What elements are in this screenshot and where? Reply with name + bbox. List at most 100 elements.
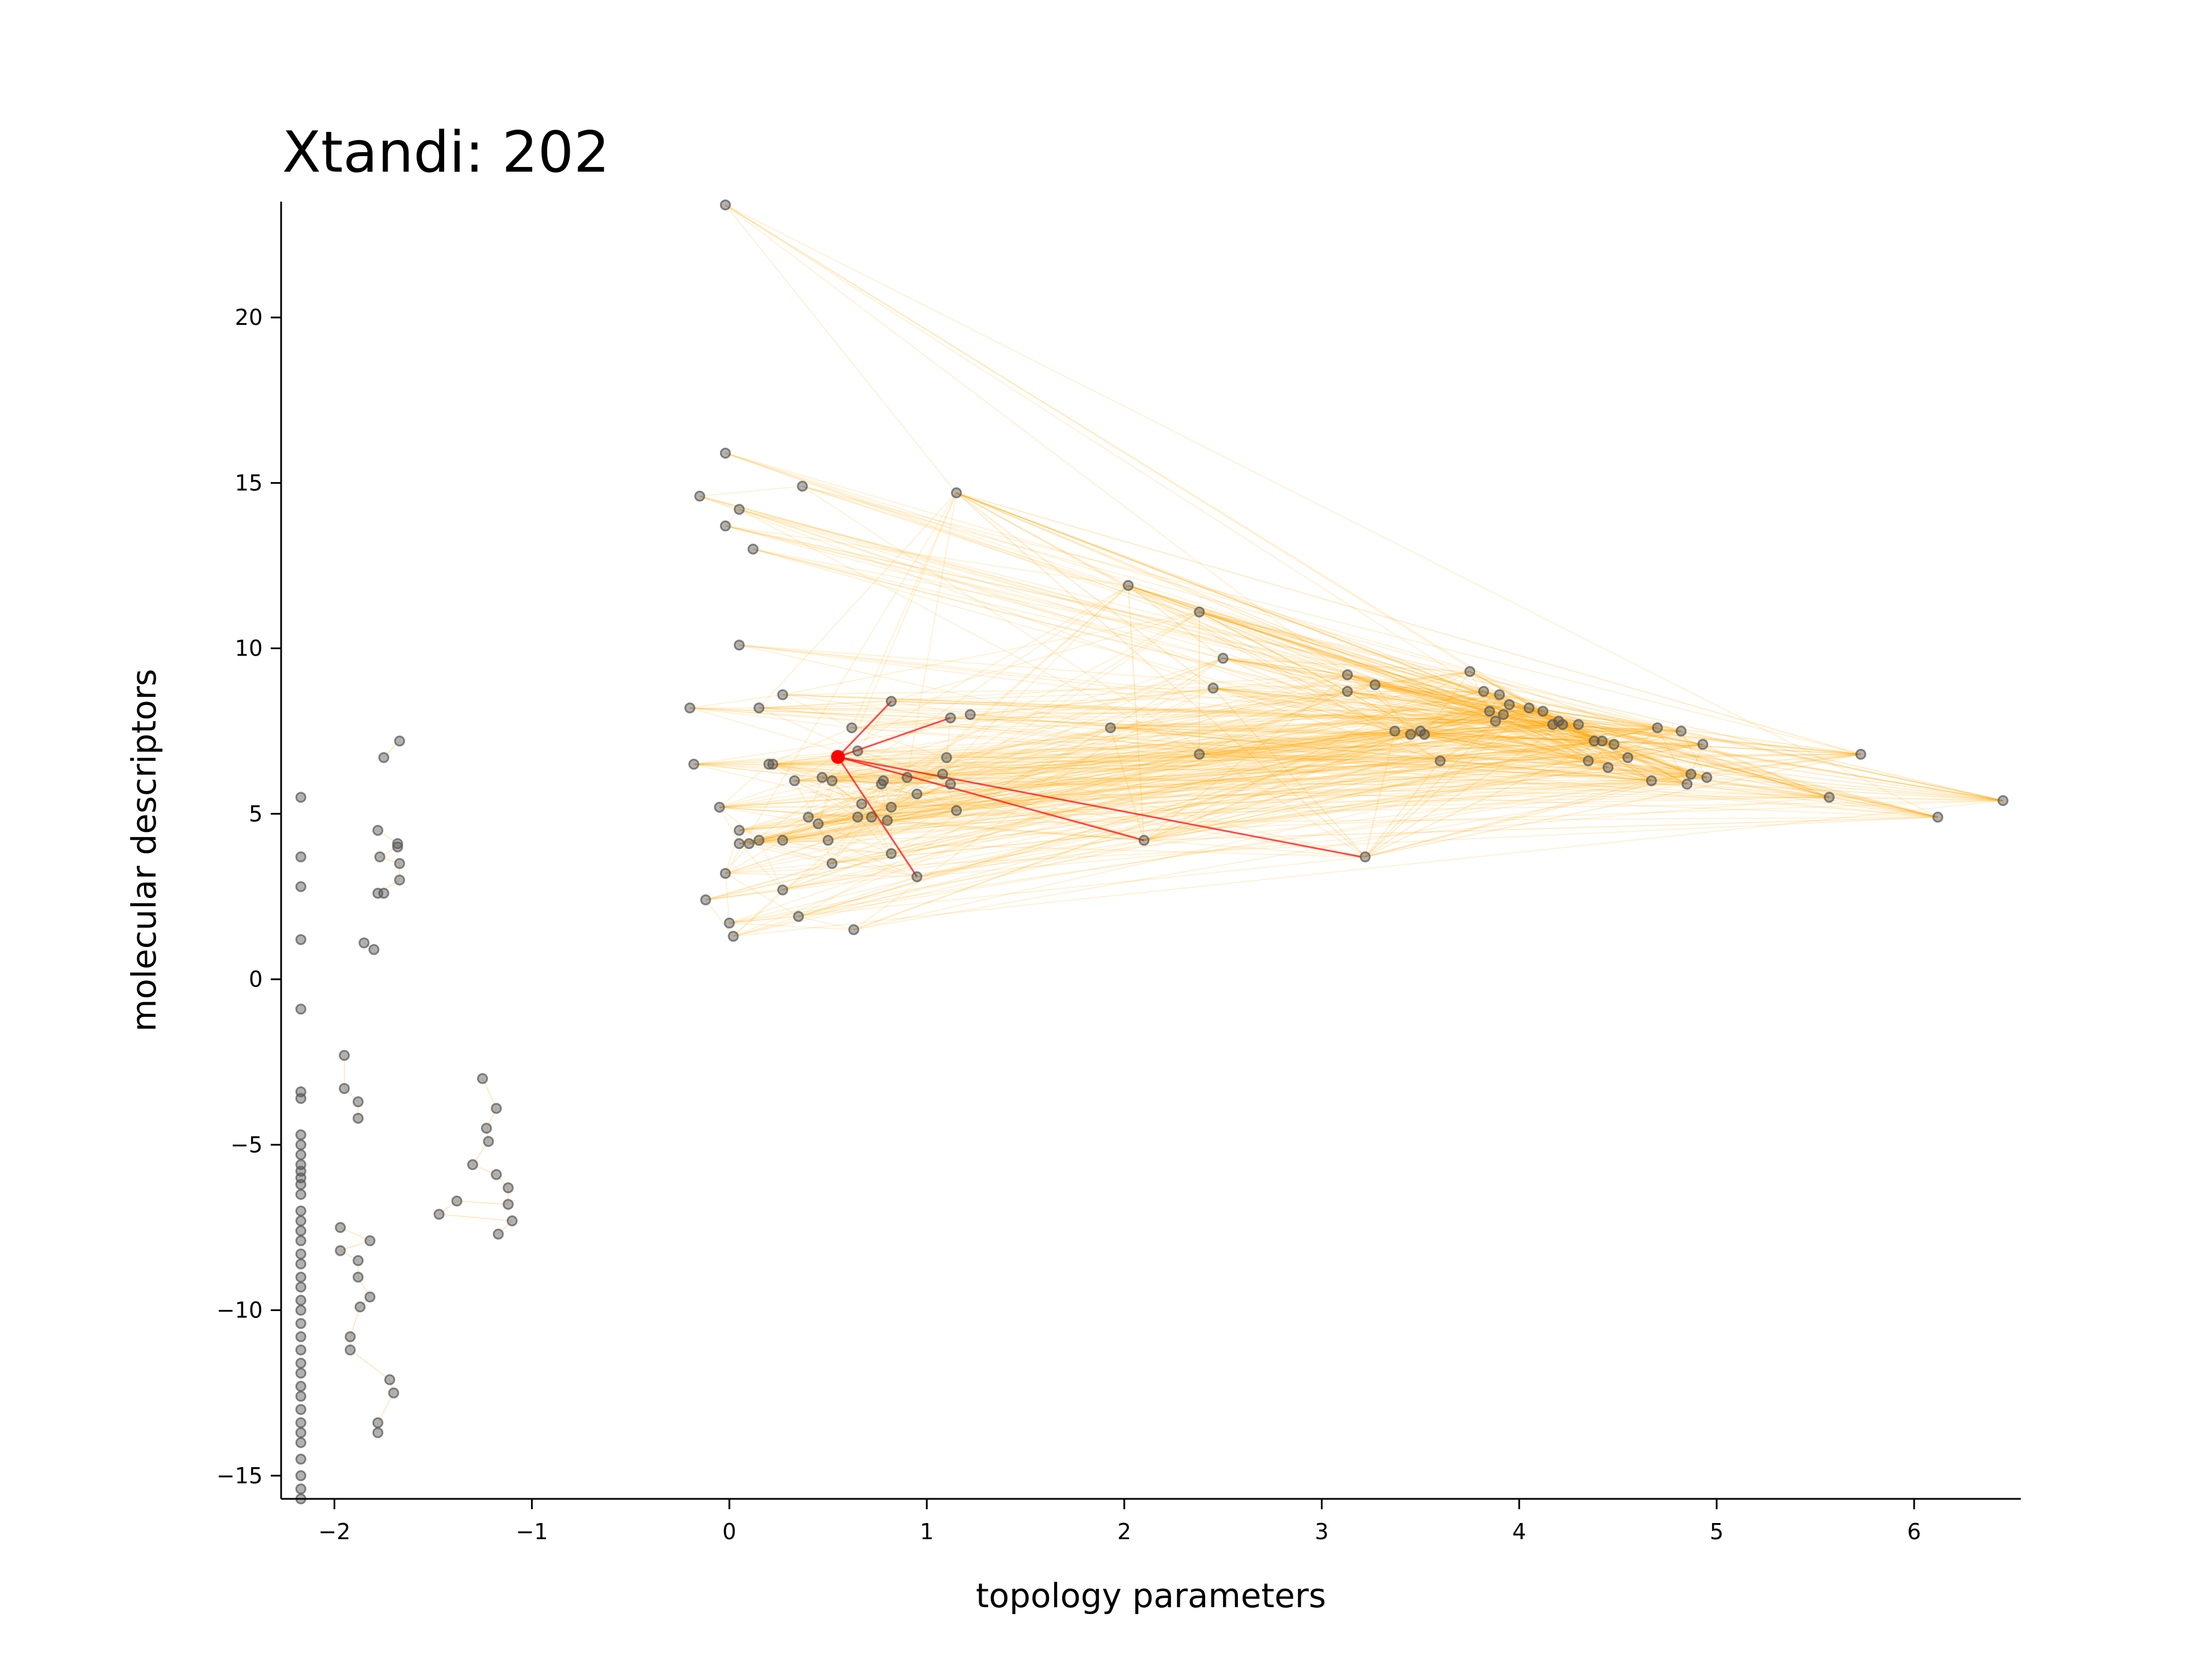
- y-tick-label: −10: [217, 1298, 263, 1323]
- edge-line: [1483, 691, 1707, 778]
- edge-line: [950, 687, 1214, 719]
- edge-line: [705, 707, 1529, 901]
- edge-line: [1424, 710, 1543, 735]
- edge-line: [340, 1250, 359, 1262]
- data-point: [1478, 685, 1490, 697]
- edge-line: [1410, 733, 1830, 798]
- edge-line: [729, 856, 1366, 924]
- data-point: [374, 851, 385, 862]
- data-point: [392, 841, 403, 853]
- edge-line: [733, 889, 783, 937]
- x-tick-label: 1: [920, 1519, 934, 1544]
- edge-line: [871, 783, 951, 818]
- highlight-edge: [838, 717, 951, 758]
- edge-line: [1213, 687, 1529, 709]
- edge-line: [1374, 684, 1938, 818]
- data-point: [777, 884, 789, 896]
- data-point: [885, 848, 897, 859]
- x-tick-label: 5: [1710, 1519, 1724, 1544]
- data-point: [1701, 772, 1713, 783]
- edge-line: [808, 803, 862, 818]
- edge-line: [946, 718, 951, 758]
- edge-line: [1423, 671, 1471, 735]
- edge-line: [733, 691, 1348, 937]
- edge-line: [1128, 585, 1490, 712]
- edge-line: [808, 810, 957, 818]
- data-point: [1138, 835, 1150, 846]
- data-point: [339, 1050, 350, 1061]
- data-point: [852, 812, 863, 823]
- data-point: [295, 1331, 306, 1342]
- data-point: [491, 1169, 502, 1180]
- edge-line: [694, 763, 862, 805]
- edge-line: [739, 816, 858, 844]
- edge-line: [1424, 733, 1703, 745]
- edge-line: [739, 644, 1603, 742]
- data-point: [295, 1003, 306, 1015]
- edge-line: [782, 820, 888, 841]
- edge-line: [690, 707, 1830, 798]
- edge-line: [942, 773, 2003, 801]
- x-tick-label: 3: [1315, 1519, 1328, 1544]
- edge-line: [768, 733, 1425, 765]
- edge-line: [1588, 730, 1681, 762]
- edge-line: [705, 767, 1608, 901]
- data-point: [767, 759, 779, 770]
- edge-line: [738, 509, 1200, 755]
- data-point: [728, 930, 739, 942]
- edge-line: [782, 810, 957, 841]
- edge-line: [956, 730, 1421, 812]
- edge-line: [1222, 657, 1579, 725]
- data-point: [797, 480, 808, 492]
- edge-line: [725, 873, 799, 917]
- edge-line: [1222, 657, 1543, 712]
- edge-line: [808, 783, 882, 818]
- edge-line: [1542, 710, 1628, 759]
- edge-line: [1829, 797, 1938, 818]
- y-tick-label: −5: [230, 1132, 263, 1157]
- edge-line: [1489, 694, 1500, 712]
- edge-line: [1365, 760, 1441, 858]
- edge-line: [1483, 691, 1589, 762]
- edge-line: [759, 816, 858, 841]
- data-point: [852, 745, 863, 757]
- edge-line: [759, 816, 872, 841]
- edge-line: [853, 783, 1687, 930]
- edge-line: [1420, 714, 1504, 732]
- edge-line: [798, 740, 1594, 917]
- edge-line: [1627, 727, 1658, 758]
- edge-line: [887, 777, 908, 821]
- edge-line: [759, 674, 1348, 709]
- data-point: [1194, 606, 1205, 618]
- edge-line: [753, 548, 1687, 785]
- data-point: [372, 1417, 384, 1429]
- edge-line: [759, 691, 1484, 709]
- data-point: [1105, 722, 1116, 733]
- edge-line: [725, 452, 1200, 613]
- edge-line: [699, 495, 1411, 735]
- edge-line: [970, 707, 1529, 715]
- data-point: [743, 838, 755, 850]
- edge-line: [881, 773, 1691, 785]
- edge-line: [782, 853, 892, 891]
- edge-line: [1420, 724, 1553, 732]
- edge-line: [881, 714, 1503, 785]
- edge-line: [857, 710, 1543, 752]
- edge-line: [1199, 724, 1553, 755]
- edge-line: [782, 611, 1200, 695]
- edge-line: [1213, 687, 1366, 858]
- edge-line: [857, 780, 884, 817]
- data-point: [1681, 778, 1693, 790]
- data-point: [295, 1470, 306, 1482]
- edge-line: [759, 707, 1559, 722]
- edge-line: [832, 780, 951, 785]
- edge-line: [1424, 727, 1658, 735]
- edge-line: [749, 691, 1348, 844]
- edge-line: [782, 816, 809, 841]
- edge-line: [725, 525, 1128, 586]
- edge-line: [1199, 611, 2003, 801]
- edge-line: [1503, 714, 1553, 725]
- edge-line: [853, 657, 1224, 930]
- data-point: [945, 778, 956, 790]
- edge-line: [725, 691, 1484, 874]
